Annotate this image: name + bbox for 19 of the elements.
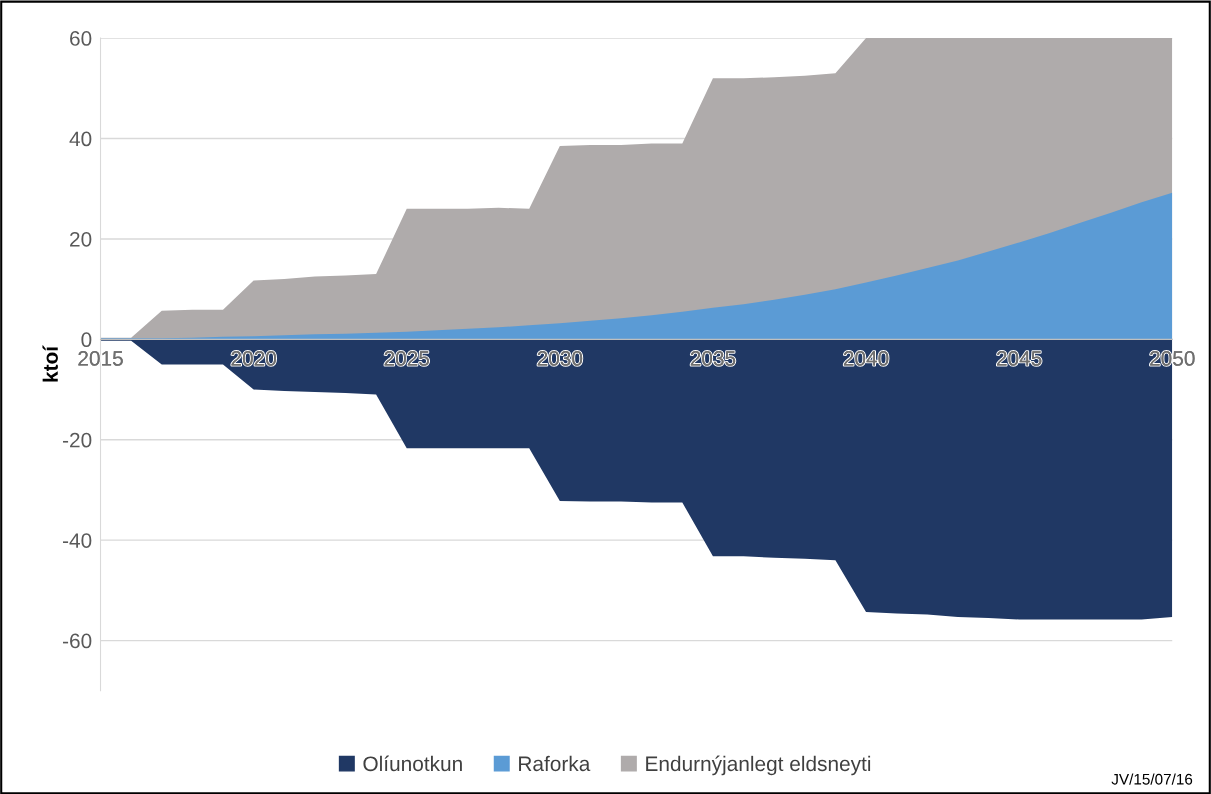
legend-label: Endurnýjanlegt eldsneyti xyxy=(646,755,871,776)
y-tick-label: -60 xyxy=(63,633,92,649)
y-tick-label: 60 xyxy=(70,31,92,46)
y-tick-label: 40 xyxy=(69,131,92,147)
x-tick-label: 2035 xyxy=(690,351,736,366)
x-tick-label: 2020 xyxy=(231,351,276,366)
y-tick-label: 0 xyxy=(81,332,92,348)
legend-label: Raforka xyxy=(519,755,591,772)
x-tick-label: 2015 xyxy=(78,351,123,366)
y-tick-label: -40 xyxy=(63,533,92,548)
x-tick-label: 2040 xyxy=(843,351,889,366)
x-tick-label: 2030 xyxy=(537,351,583,366)
y-tick-label: -20 xyxy=(63,432,92,448)
legend-label: Olíunotkun xyxy=(363,755,462,772)
y-tick-label: 20 xyxy=(70,231,92,247)
y-axis-title: ktoí xyxy=(42,345,58,382)
x-tick-label: 2025 xyxy=(384,351,430,366)
x-tick-label: 2045 xyxy=(997,351,1042,366)
text: JV/15/07/16 xyxy=(1111,773,1193,785)
